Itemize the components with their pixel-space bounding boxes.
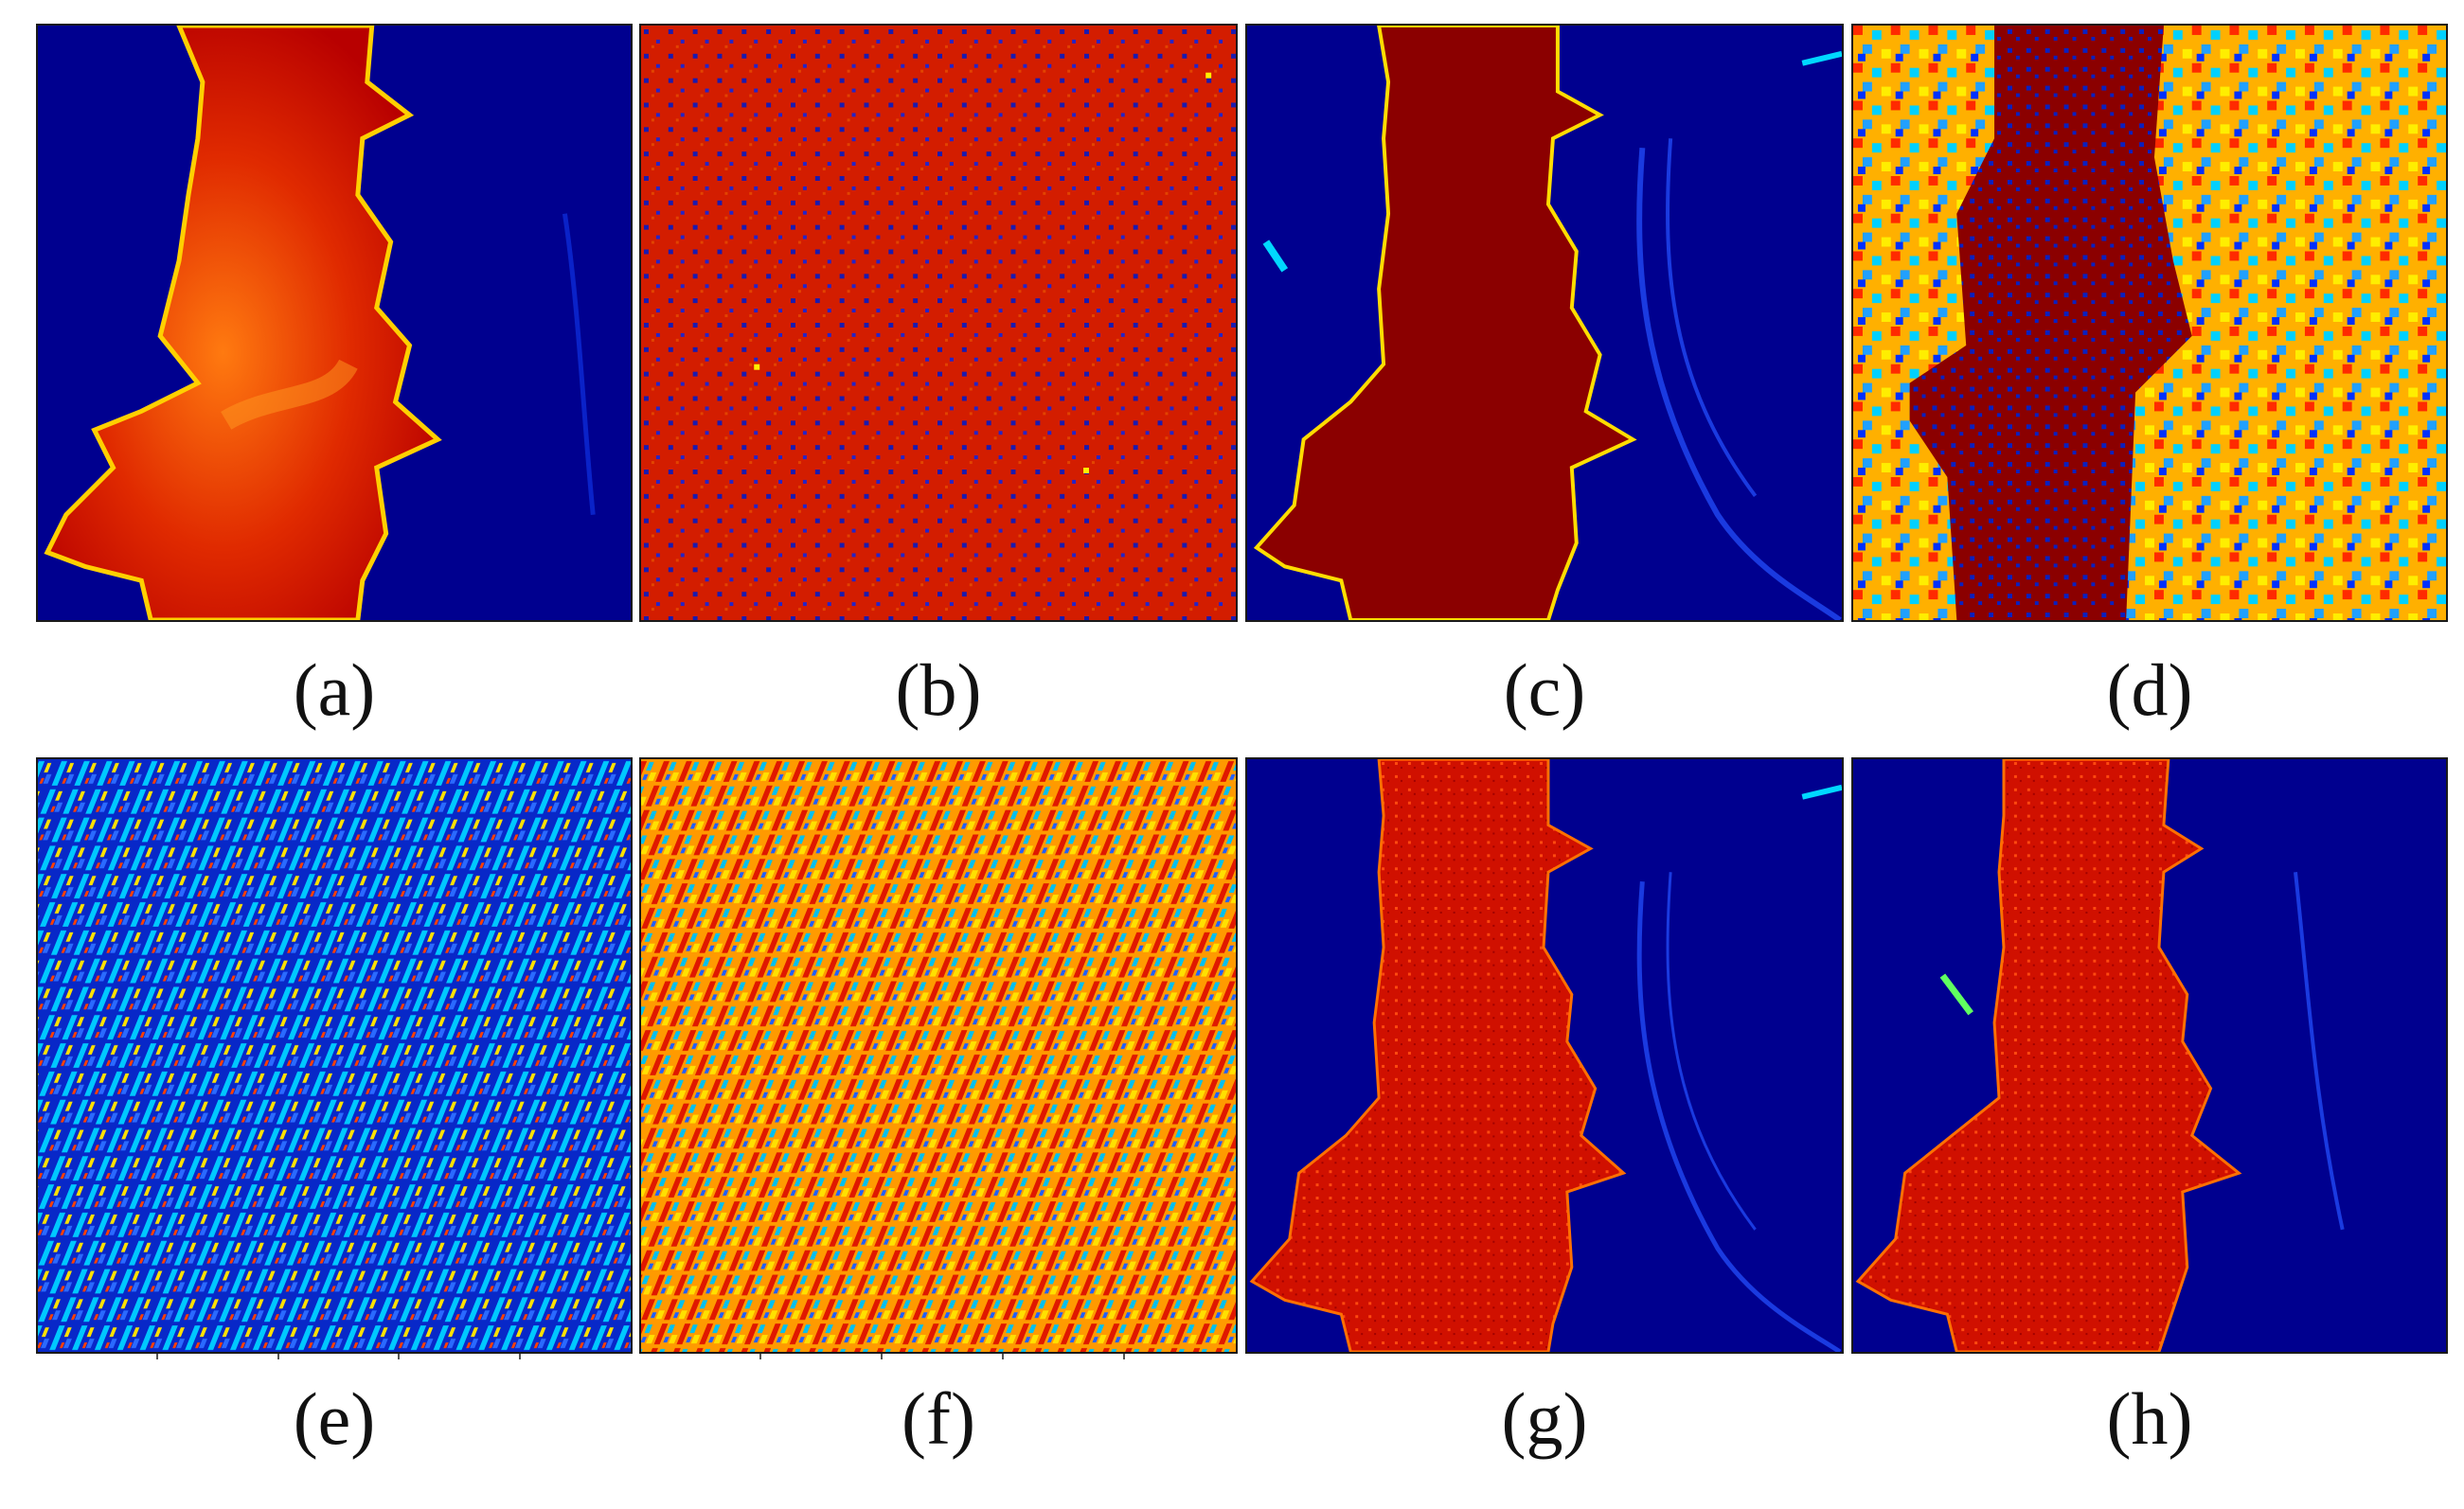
panel-b-image: [639, 24, 1238, 622]
panel-h-image: [1851, 757, 2448, 1354]
panel-e-image: [36, 757, 633, 1354]
tick-mark: [277, 1354, 279, 1359]
caption-e: (e): [293, 1377, 376, 1460]
tick-mark: [1123, 1354, 1125, 1359]
panel-c-image: [1245, 24, 1844, 622]
caption-c: (c): [1503, 648, 1586, 731]
tick-mark: [759, 1354, 761, 1359]
caption-f: (f): [902, 1377, 975, 1460]
tick-mark: [398, 1354, 400, 1359]
caption-h: (h): [2106, 1377, 2193, 1460]
panel-a-image: [36, 24, 633, 622]
caption-g: (g): [1501, 1377, 1588, 1460]
caption-d: (d): [2106, 648, 2193, 731]
caption-a: (a): [293, 648, 376, 731]
tick-mark: [1002, 1354, 1004, 1359]
panel-g-image: [1245, 757, 1844, 1354]
panel-d-image: [1851, 24, 2448, 622]
caption-b: (b): [895, 648, 982, 731]
panel-f-image: [639, 757, 1238, 1354]
tick-mark: [881, 1354, 883, 1359]
tick-mark: [519, 1354, 521, 1359]
tick-mark: [156, 1354, 158, 1359]
